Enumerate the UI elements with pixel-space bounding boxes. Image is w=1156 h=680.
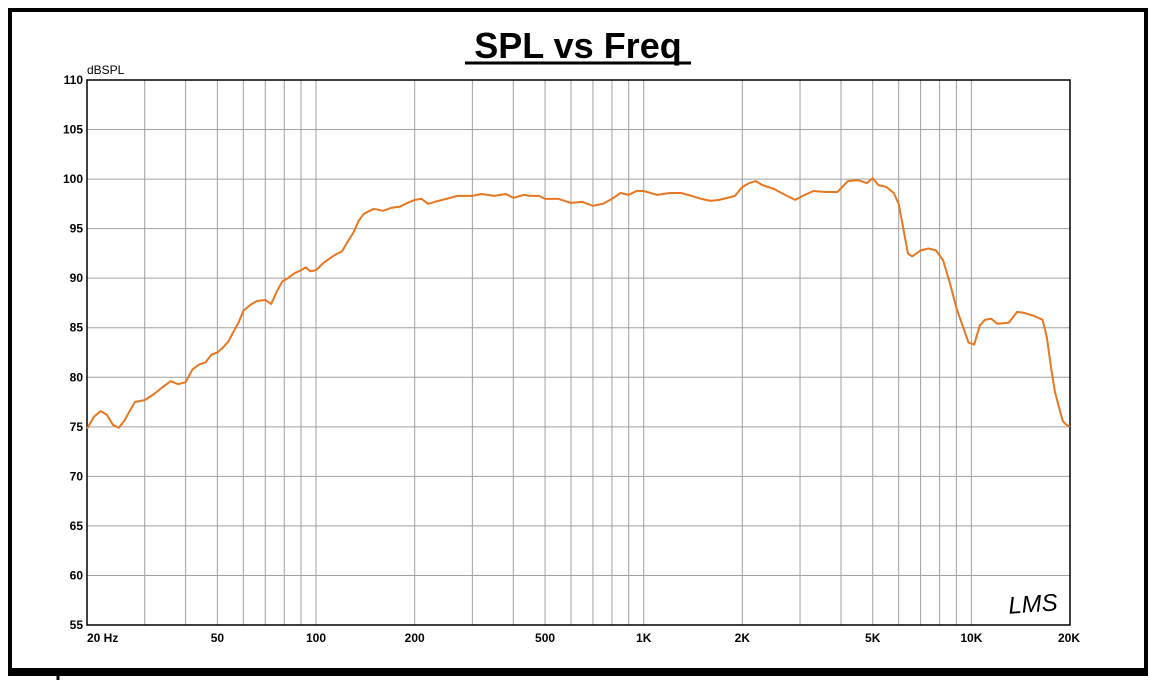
x-tick-label: 200 (405, 631, 425, 645)
y-tick-label: 75 (70, 420, 84, 434)
chart-title: SPL vs Freq (474, 25, 681, 66)
y-tick-label: 80 (70, 370, 84, 384)
y-tick-label: 95 (70, 222, 84, 236)
series-group (86, 177, 1071, 430)
y-tick-label: 85 (70, 321, 84, 335)
x-tick-label: 10K (960, 631, 982, 645)
x-tick-label: 2K (735, 631, 751, 645)
y-tick-label: 55 (70, 618, 84, 632)
y-tick-label: 70 (70, 469, 84, 483)
x-tick-label: 20 Hz (87, 631, 118, 645)
x-tick-label: 500 (535, 631, 555, 645)
y-tick-label: 100 (63, 172, 83, 186)
lms-logo: LMS (1007, 589, 1058, 619)
x-tick-label: 20K (1058, 631, 1080, 645)
y-axis-label: dBSPL (87, 63, 125, 77)
y-tick-label: 90 (70, 271, 84, 285)
y-tick-label: 65 (70, 519, 84, 533)
x-tick-label: 1K (636, 631, 652, 645)
y-tick-label: 105 (63, 123, 83, 137)
y-tick-label: 110 (64, 73, 84, 87)
plot-area (86, 79, 1071, 626)
x-tick-label: 100 (306, 631, 326, 645)
series-line (86, 177, 1071, 430)
y-tick-label: 60 (70, 568, 84, 582)
x-tick-labels: 20 Hz 50 100 200 500 1K 2K 5K 10K 20K (87, 631, 1080, 645)
x-tick-label: 50 (211, 631, 225, 645)
y-tick-labels: 55 60 65 70 75 80 85 90 95 100 105 110 (63, 73, 83, 632)
x-tick-label: 5K (865, 631, 881, 645)
